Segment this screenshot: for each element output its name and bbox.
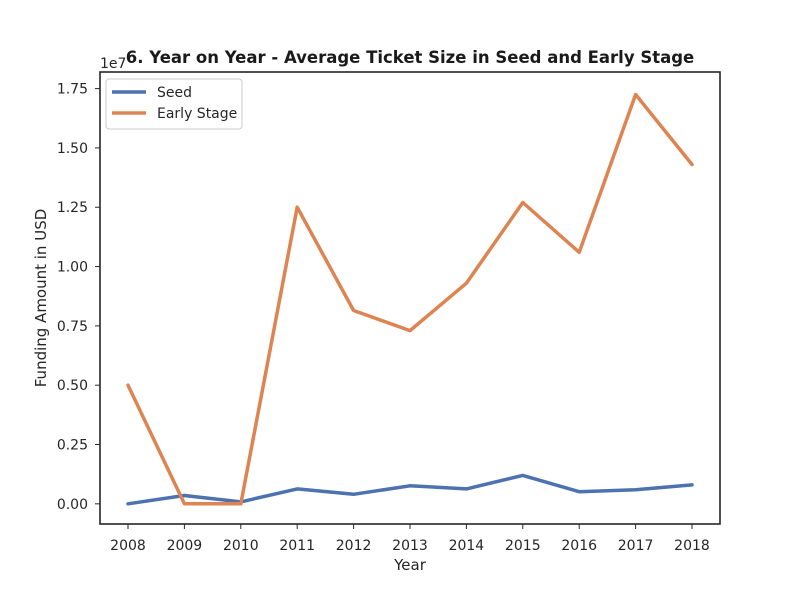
x-tick-label: 2008 xyxy=(110,538,146,554)
x-tick-label: 2017 xyxy=(618,538,654,554)
y-tick-label: 0.00 xyxy=(57,497,88,513)
y-tick-label: 1.00 xyxy=(57,260,88,276)
x-tick-label: 2015 xyxy=(505,538,541,554)
y-tick-label: 0.75 xyxy=(57,319,88,335)
legend: Seed Early Stage xyxy=(105,78,243,130)
x-tick-label: 2013 xyxy=(392,538,428,554)
x-tick-label: 2011 xyxy=(279,538,315,554)
legend-label: Seed xyxy=(157,85,192,101)
y-tick-label: 1.75 xyxy=(57,82,88,98)
x-axis-label: Year xyxy=(393,556,427,574)
x-tick-label: 2010 xyxy=(223,538,259,554)
plot-frame xyxy=(99,71,721,525)
x-tick-label: 2014 xyxy=(449,538,485,554)
y-tick-label: 1.50 xyxy=(57,141,88,157)
plot-area: 2008 2009 2010 2011 2012 2013 2014 2015 2016 2017… xyxy=(57,82,710,554)
x-tick-label: 2012 xyxy=(336,538,372,554)
x-tick-label: 2018 xyxy=(674,538,710,554)
y-axis-label: Funding Amount in USD xyxy=(32,209,50,388)
y-tick-label: 0.25 xyxy=(57,438,88,454)
series-line-early-stage xyxy=(126,92,694,506)
series-line-seed xyxy=(126,473,694,506)
legend-label: Early Stage xyxy=(157,106,237,122)
chart-title: 6. Year on Year - Average Ticket Size in… xyxy=(126,48,694,67)
x-tick-label: 2009 xyxy=(167,538,203,554)
x-tick-label: 2016 xyxy=(561,538,597,554)
y-tick-label: 0.50 xyxy=(57,378,88,394)
y-offset-label: 1e7 xyxy=(100,56,126,72)
y-tick-label: 1.25 xyxy=(57,200,88,216)
